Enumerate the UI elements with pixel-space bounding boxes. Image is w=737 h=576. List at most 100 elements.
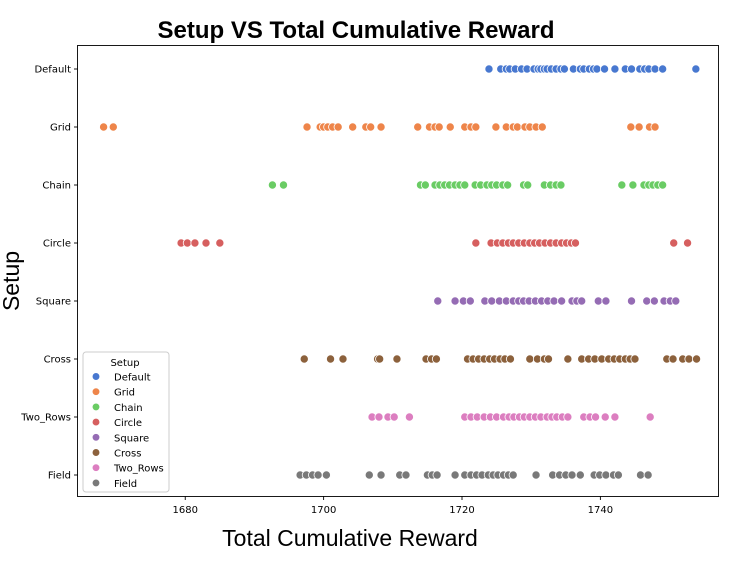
x-axis-label: Total Cumulative Reward [222,525,478,551]
point-default [627,64,637,74]
point-chain [617,180,627,190]
point-cross [684,354,694,364]
point-two-rows [389,412,399,422]
point-field [601,470,611,480]
point-circle [570,238,580,248]
point-field [321,470,331,480]
x-axis: 1680 1700 1720 1740 [173,496,613,516]
point-cross [326,354,336,364]
point-field [364,470,374,480]
legend-label-two-rows: Two_Rows [113,464,164,475]
point-grid [626,122,636,132]
point-cross [668,354,678,364]
point-cross [692,354,702,364]
point-circle [683,238,693,248]
plot-frame [77,45,719,497]
point-cross [630,354,640,364]
legend: Setup Default Grid Chain Circle Square Cross T… [82,351,170,493]
legend-label-cross: Cross [114,449,141,460]
point-grid [434,122,444,132]
point-circle [471,238,481,248]
point-two-rows [404,412,414,422]
point-grid [537,122,547,132]
point-grid [512,122,522,132]
legend-label-square: Square [114,433,149,444]
point-two-rows [563,412,573,422]
point-square [549,296,559,306]
point-square [649,296,659,306]
point-square [487,296,497,306]
y-tick-label-cross: Cross [44,355,71,366]
point-default [592,64,602,74]
chart-title: Setup VS Total Cumulative Reward [158,17,555,44]
x-tick-label: 1680 [173,505,198,516]
y-tick-label-field: Field [48,471,71,482]
point-cross [563,354,573,364]
y-tick-label-grid: Grid [50,123,71,134]
point-cross [543,354,553,364]
point-square [433,296,443,306]
legend-marker-default [91,372,101,381]
point-cross [375,354,385,364]
point-grid [376,122,386,132]
legend-marker-chain [91,402,101,412]
point-cross [505,354,515,364]
point-square [465,296,475,306]
y-axis-label: Setup [0,251,24,311]
legend-label-field: Field [114,479,137,490]
point-default [610,64,620,74]
point-two-rows [600,412,610,422]
point-chain [523,180,533,190]
point-default [691,64,701,74]
point-chain [556,180,566,190]
point-field [508,470,518,480]
point-grid [491,122,501,132]
y-tick-label-square: Square [36,297,71,308]
point-field [313,470,323,480]
point-chain [628,180,638,190]
point-default [650,64,660,74]
point-cross [299,354,309,364]
y-tick-label-two-rows: Two_Rows [20,413,71,424]
point-circle [215,238,225,248]
point-two-rows [645,412,655,422]
point-two-rows [591,412,601,422]
point-grid [445,122,455,132]
legend-label-chain: Chain [114,403,143,414]
point-default [600,64,610,74]
point-field [432,470,442,480]
point-field [613,470,623,480]
legend-title: Setup [110,358,139,369]
point-circle [669,238,679,248]
point-circle [190,238,200,248]
point-grid [108,122,118,132]
point-field [401,470,411,480]
point-circle [201,238,211,248]
point-cross [392,354,402,364]
point-chain [420,180,430,190]
point-default [484,64,494,74]
point-grid [471,122,481,132]
y-axis: Default Grid Chain Circle Square Cross Two_Row… [20,65,78,482]
point-square [557,296,567,306]
point-grid [634,122,644,132]
x-tick-label: 1720 [449,505,474,516]
y-tick-label-chain: Chain [42,181,71,192]
data-points [99,64,702,480]
point-grid [650,122,660,132]
point-square [627,296,637,306]
point-square [671,296,681,306]
legend-marker-grid [91,387,101,396]
point-field [567,470,577,480]
point-chain [278,180,288,190]
point-chain [460,180,470,190]
point-field [575,470,585,480]
legend-marker-square [91,433,101,442]
x-tick-label: 1740 [588,505,613,516]
point-field [531,470,541,480]
point-square [642,296,652,306]
y-tick-label-default: Default [34,65,71,76]
point-field [636,470,646,480]
point-chain [658,180,668,190]
point-grid [99,122,109,132]
